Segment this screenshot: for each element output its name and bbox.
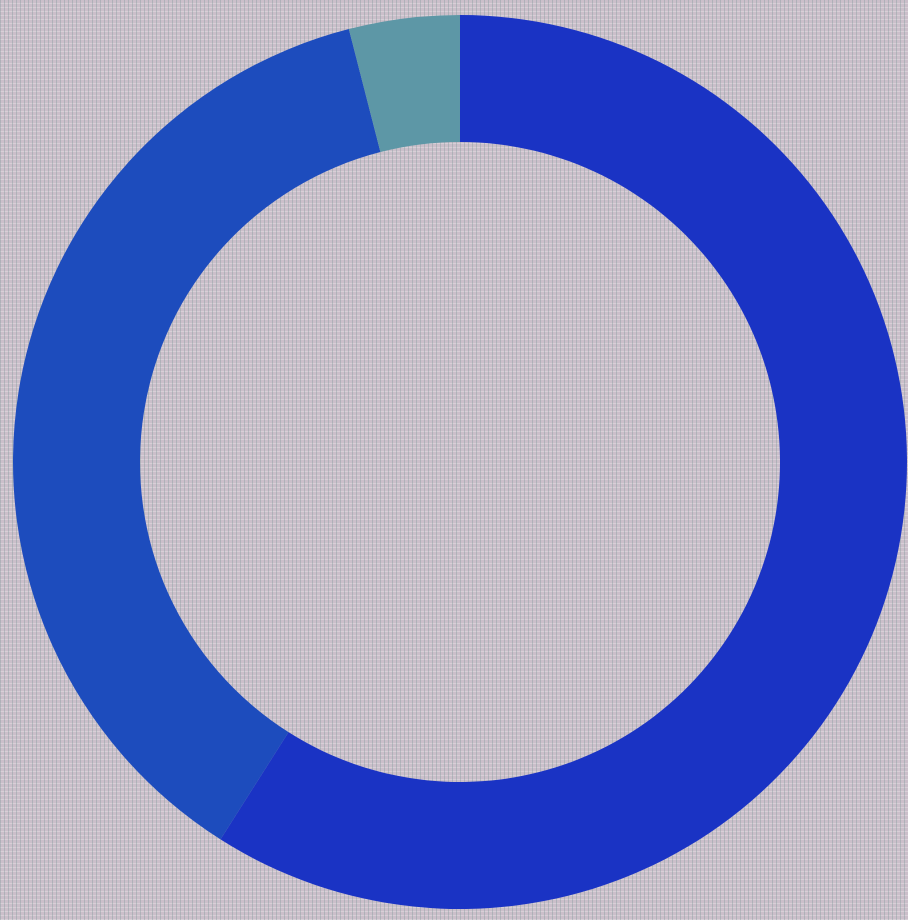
chart (0, 0, 908, 920)
donut-segment (13, 29, 380, 839)
page: (() => { const data = JSON.parse(documen… (0, 0, 908, 920)
